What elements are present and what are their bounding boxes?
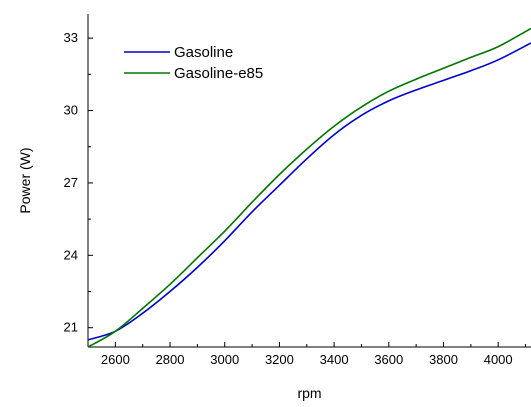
legend-label: Gasoline-e85 <box>174 65 263 82</box>
y-tick-label: 24 <box>64 247 78 262</box>
series-line-gasoline <box>87 42 531 341</box>
x-tick-label: 3000 <box>210 352 239 367</box>
y-axis-title: Power (W) <box>17 147 33 213</box>
x-tick-label: 4000 <box>484 352 513 367</box>
x-tick-label: 3200 <box>265 352 294 367</box>
x-tick-label: 2600 <box>101 352 130 367</box>
series-line-gasoline-e85 <box>87 27 531 348</box>
x-tick-label: 3800 <box>429 352 458 367</box>
x-axis-title: rpm <box>297 385 321 401</box>
legend-label: Gasoline <box>174 44 233 61</box>
y-tick-label: 30 <box>64 103 78 118</box>
y-tick-label: 21 <box>64 320 78 335</box>
y-tick-label: 27 <box>64 175 78 190</box>
y-tick-label: 33 <box>64 30 78 45</box>
x-tick-label: 2800 <box>156 352 185 367</box>
x-tick-label: 3400 <box>320 352 349 367</box>
x-tick-label: 3600 <box>374 352 403 367</box>
